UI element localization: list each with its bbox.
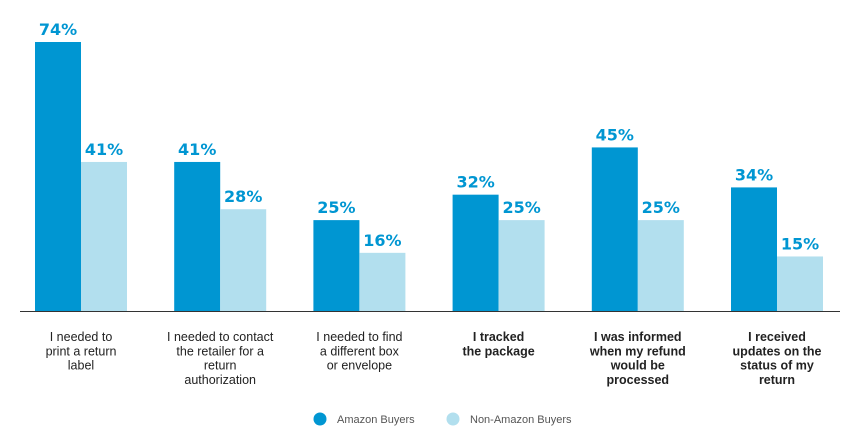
value-label-non-amazon-1: 41% — [85, 140, 123, 159]
bar-non-amazon-5 — [637, 220, 684, 311]
value-label-non-amazon-4: 25% — [502, 198, 540, 217]
category-label-3-line-1: I needed to find — [316, 330, 402, 344]
category-label-5-line-4: processed — [607, 373, 670, 387]
category-label-5-line-1: I was informed — [594, 330, 682, 344]
bar-amazon-6 — [731, 187, 777, 311]
bar-amazon-2 — [174, 161, 221, 311]
category-label-5-line-3: would be — [610, 359, 665, 373]
value-label-non-amazon-2: 28% — [224, 187, 262, 206]
legend-label-amazon: Amazon Buyers — [337, 414, 415, 426]
category-label-2-line-1: I needed to contact — [167, 330, 274, 344]
bar-non-amazon-4 — [498, 220, 545, 311]
category-label-3-line-2: a different box — [320, 344, 400, 358]
value-label-amazon-6: 34% — [735, 165, 773, 184]
category-label-2-line-2: the retailer for a — [176, 344, 264, 358]
category-label-6-line-2: updates on the — [733, 344, 822, 358]
bar-non-amazon-6 — [777, 256, 823, 311]
bar-non-amazon-1 — [81, 161, 127, 311]
category-label-3-line-3: or envelope — [327, 359, 392, 373]
category-label-5-line-2: when my refund — [589, 344, 686, 358]
category-label-1-line-3: label — [68, 359, 94, 373]
bar-amazon-5 — [591, 147, 638, 311]
category-label-4-line-1: I tracked — [473, 330, 524, 344]
legend-swatch-non-amazon — [446, 412, 460, 426]
legend-swatch-amazon — [313, 412, 327, 426]
category-label-2-line-4: authorization — [184, 373, 256, 387]
bars-group — [35, 42, 823, 311]
value-label-amazon-2: 41% — [178, 140, 216, 159]
category-label-1-line-1: I needed to — [50, 330, 113, 344]
value-label-non-amazon-5: 25% — [642, 198, 680, 217]
bar-non-amazon-3 — [359, 252, 406, 311]
category-label-1-line-2: print a return — [46, 344, 117, 358]
bar-non-amazon-2 — [220, 209, 267, 311]
value-label-non-amazon-3: 16% — [363, 231, 401, 250]
legend: Amazon Buyers Non-Amazon Buyers — [313, 412, 572, 426]
category-label-4-line-2: the package — [462, 344, 534, 358]
value-label-amazon-3: 25% — [317, 198, 355, 217]
bar-amazon-3 — [313, 220, 360, 311]
bar-amazon-1 — [35, 42, 81, 311]
category-label-2-line-3: return — [204, 359, 237, 373]
legend-label-non-amazon: Non-Amazon Buyers — [470, 414, 572, 426]
value-label-amazon-5: 45% — [596, 125, 634, 144]
value-label-amazon-1: 74% — [39, 20, 77, 39]
value-label-amazon-4: 32% — [456, 173, 494, 192]
bar-amazon-4 — [452, 194, 499, 311]
value-labels-group: 74% 41% 41% 28% 25% 16% 32% 25% 45% 25% 34% 15% — [39, 20, 819, 253]
category-label-6-line-1: I received — [748, 330, 806, 344]
category-label-6-line-4: return — [759, 373, 795, 387]
value-label-non-amazon-6: 15% — [781, 234, 819, 253]
category-label-6-line-3: status of my — [740, 359, 814, 373]
